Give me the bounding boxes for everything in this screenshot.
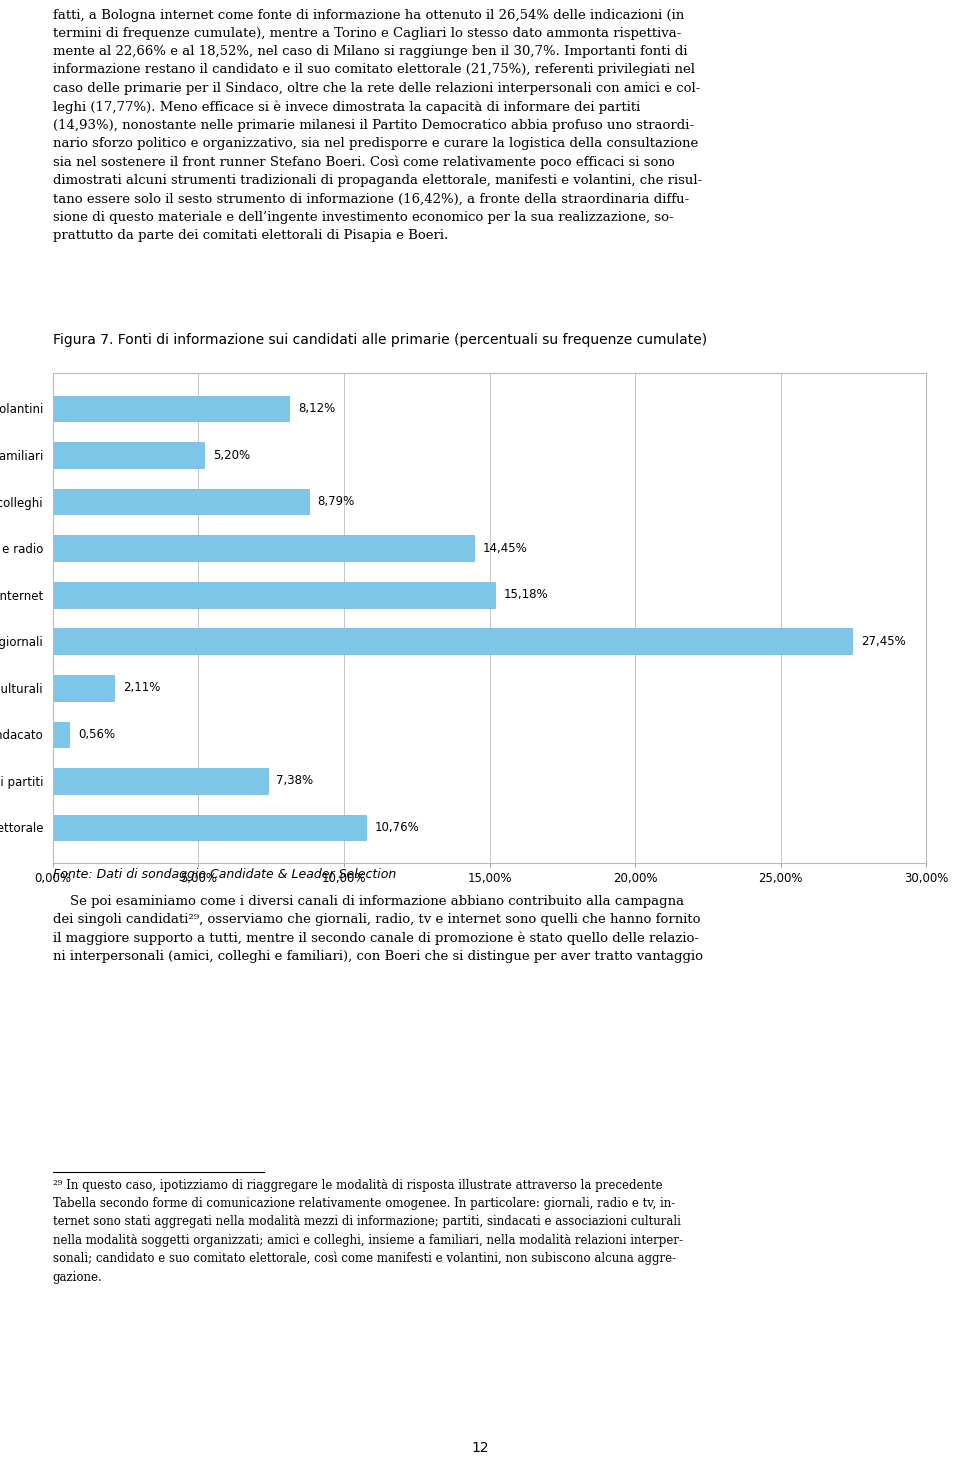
Bar — [53, 674, 114, 701]
Bar — [53, 396, 289, 421]
Text: 0,56%: 0,56% — [78, 728, 115, 741]
Bar — [53, 628, 852, 654]
Text: 15,18%: 15,18% — [504, 588, 548, 602]
Text: 8,12%: 8,12% — [298, 402, 335, 415]
Bar — [53, 442, 204, 468]
Text: 8,79%: 8,79% — [318, 495, 355, 508]
Bar — [53, 535, 473, 562]
Text: 5,20%: 5,20% — [213, 449, 251, 461]
Text: 27,45%: 27,45% — [861, 634, 905, 648]
Text: Figura 7. Fonti di informazione sui candidati alle primarie (percentuali su freq: Figura 7. Fonti di informazione sui cand… — [53, 333, 707, 347]
Text: 14,45%: 14,45% — [482, 541, 527, 554]
Text: Fonte: Dati di sondaggio Candidate & Leader Selection: Fonte: Dati di sondaggio Candidate & Lea… — [53, 868, 396, 882]
Text: fatti, a Bologna internet come fonte di informazione ha ottenuto il 26,54% delle: fatti, a Bologna internet come fonte di … — [53, 9, 702, 242]
Text: 2,11%: 2,11% — [123, 682, 160, 695]
Bar — [53, 722, 69, 747]
Bar — [53, 815, 366, 840]
Text: ²⁹ In questo caso, ipotizziamo di riaggregare le modalità di risposta illustrate: ²⁹ In questo caso, ipotizziamo di riaggr… — [53, 1180, 683, 1283]
Text: 10,76%: 10,76% — [374, 821, 420, 834]
Bar — [53, 768, 268, 794]
Text: 12: 12 — [471, 1442, 489, 1455]
Text: 7,38%: 7,38% — [276, 775, 314, 787]
Bar — [53, 582, 494, 608]
Bar — [53, 489, 309, 514]
Text: Se poi esaminiamo come i diversi canali di informazione abbiano contribuito alla: Se poi esaminiamo come i diversi canali … — [53, 895, 703, 963]
